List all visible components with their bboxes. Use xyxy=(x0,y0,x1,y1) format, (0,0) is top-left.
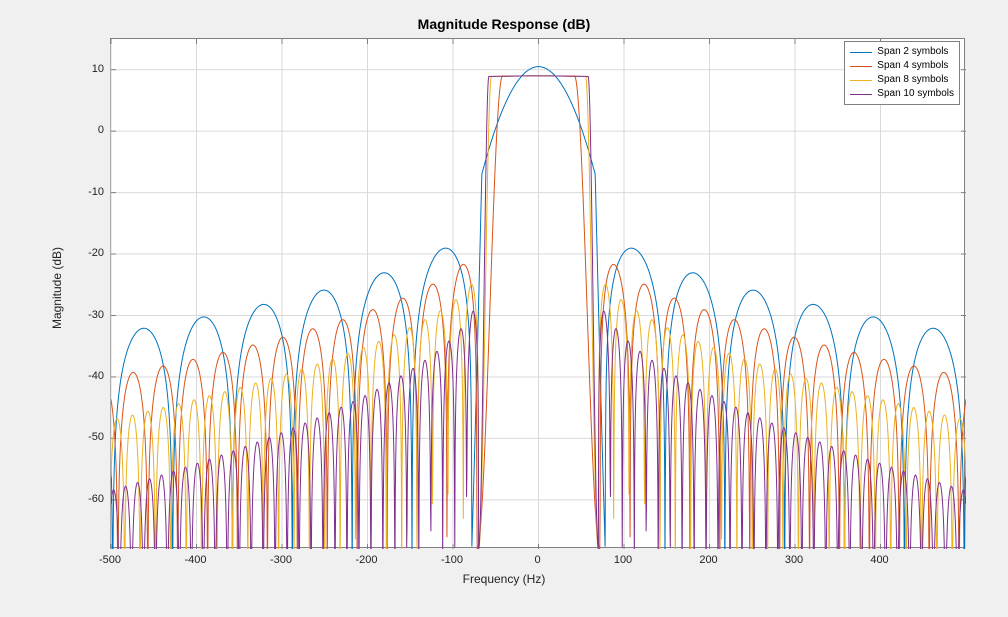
y-tick-label: -50 xyxy=(64,431,104,443)
legend-item: Span 2 symbols xyxy=(850,45,954,59)
y-tick-label: -10 xyxy=(64,186,104,198)
x-tick-label: 400 xyxy=(870,554,888,566)
x-tick-label: -500 xyxy=(99,554,121,566)
legend-item: Span 10 symbols xyxy=(850,87,954,101)
x-tick-label: -300 xyxy=(270,554,292,566)
y-tick-label: -20 xyxy=(64,247,104,259)
plot-svg xyxy=(111,39,966,549)
legend-label: Span 10 symbols xyxy=(877,87,954,101)
y-tick-label: 10 xyxy=(64,63,104,75)
legend-swatch xyxy=(850,94,872,95)
y-tick-label: -30 xyxy=(64,309,104,321)
legend: Span 2 symbolsSpan 4 symbolsSpan 8 symbo… xyxy=(844,41,960,105)
y-axis-label: Magnitude (dB) xyxy=(50,238,64,338)
x-tick-label: 300 xyxy=(785,554,803,566)
legend-label: Span 8 symbols xyxy=(877,73,948,87)
x-tick-label: 100 xyxy=(614,554,632,566)
plot-area xyxy=(110,38,965,548)
legend-item: Span 4 symbols xyxy=(850,59,954,73)
legend-item: Span 8 symbols xyxy=(850,73,954,87)
legend-label: Span 4 symbols xyxy=(877,59,948,73)
legend-label: Span 2 symbols xyxy=(877,45,948,59)
legend-swatch xyxy=(850,52,872,53)
legend-swatch xyxy=(850,66,872,67)
x-tick-label: 0 xyxy=(534,554,540,566)
x-axis-label: Frequency (Hz) xyxy=(0,572,1008,586)
figure-window: Magnitude Response (dB) Magnitude (dB) F… xyxy=(0,0,1008,617)
x-tick-label: -100 xyxy=(441,554,463,566)
chart-title: Magnitude Response (dB) xyxy=(0,16,1008,32)
x-tick-label: -400 xyxy=(184,554,206,566)
y-tick-label: 0 xyxy=(64,124,104,136)
x-tick-label: -200 xyxy=(355,554,377,566)
x-tick-label: 200 xyxy=(699,554,717,566)
y-tick-label: -40 xyxy=(64,370,104,382)
legend-swatch xyxy=(850,80,872,81)
y-tick-label: -60 xyxy=(64,493,104,505)
